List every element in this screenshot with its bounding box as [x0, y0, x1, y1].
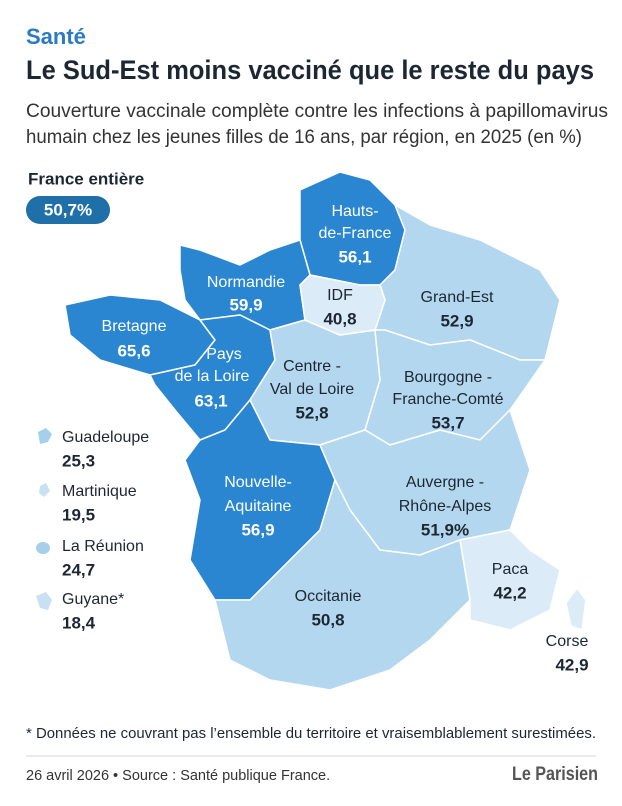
- region-shape: [214, 479, 471, 691]
- region-name: Centre -: [283, 358, 341, 375]
- national-value: 50,7%: [44, 200, 92, 219]
- region-name: Nouvelle-: [224, 474, 292, 491]
- region-value: 51,9%: [421, 520, 469, 539]
- overseas-name: Guyane*: [62, 591, 124, 608]
- kicker: Santé: [26, 24, 86, 49]
- region-name: Hauts-: [331, 203, 378, 220]
- national-label: France entière: [28, 169, 144, 188]
- region-value: 50,8: [311, 610, 344, 629]
- subtitle-line: humain chez les jeunes filles de 16 ans,…: [26, 127, 582, 148]
- region-name: Franche-Comté: [392, 391, 503, 408]
- region-value: 52,8: [295, 403, 328, 422]
- map: [64, 171, 587, 691]
- region-name: Auvergne -: [406, 474, 484, 491]
- region-value: 40,8: [323, 309, 356, 328]
- region-value: 42,2: [493, 583, 526, 602]
- overseas-shape: [36, 592, 52, 610]
- subtitle-line: Couverture vaccinale complète contre les…: [26, 101, 608, 122]
- region-name: Aquitaine: [225, 498, 292, 515]
- region-name: Pays: [206, 346, 242, 363]
- region-shape: [565, 587, 587, 631]
- region-name: de-France: [319, 225, 392, 242]
- region-name: Paca: [492, 561, 529, 578]
- region-name: de la Loire: [175, 368, 250, 385]
- region-name: Corse: [546, 633, 589, 650]
- overseas-name: Guadeloupe: [62, 429, 149, 446]
- overseas-name: Martinique: [62, 483, 137, 500]
- overseas-value: 19,5: [62, 505, 95, 524]
- region-value: 63,1: [194, 391, 227, 410]
- region-name: IDF: [327, 287, 353, 304]
- region-value: 59,9: [229, 295, 262, 314]
- region-shape: [459, 529, 561, 631]
- region-value: 53,7: [431, 413, 464, 432]
- overseas-value: 18,4: [62, 613, 96, 632]
- region-name: Bourgogne -: [404, 369, 492, 386]
- logo: Le Parisien: [512, 764, 598, 785]
- overseas-value: 25,3: [62, 451, 95, 470]
- region-name: Normandie: [207, 274, 285, 291]
- title: Le Sud-Est moins vacciné que le reste du…: [26, 55, 594, 85]
- region-name: Val de Loire: [270, 381, 354, 398]
- region-name: Rhône-Alpes: [399, 498, 492, 515]
- national-badge: [26, 196, 110, 224]
- overseas-shape: [39, 483, 50, 497]
- source: 26 avril 2026 • Source : Santé publique …: [26, 768, 330, 784]
- overseas-shape: [38, 428, 52, 444]
- region-value: 56,9: [241, 520, 274, 539]
- overseas-value: 24,7: [62, 560, 95, 579]
- overseas-shape: [36, 542, 50, 554]
- region-name: Occitanie: [295, 588, 362, 605]
- region-value: 42,9: [555, 655, 588, 674]
- region-value: 56,1: [338, 247, 371, 266]
- footnote: * Données ne couvrant pas l’ensemble du …: [26, 726, 596, 742]
- region-name: Bretagne: [102, 318, 167, 335]
- region-shape: [299, 274, 386, 336]
- region-name: Grand-Est: [421, 289, 494, 306]
- region-value: 65,6: [117, 341, 150, 360]
- region-value: 52,9: [440, 311, 473, 330]
- overseas-name: La Réunion: [62, 538, 144, 555]
